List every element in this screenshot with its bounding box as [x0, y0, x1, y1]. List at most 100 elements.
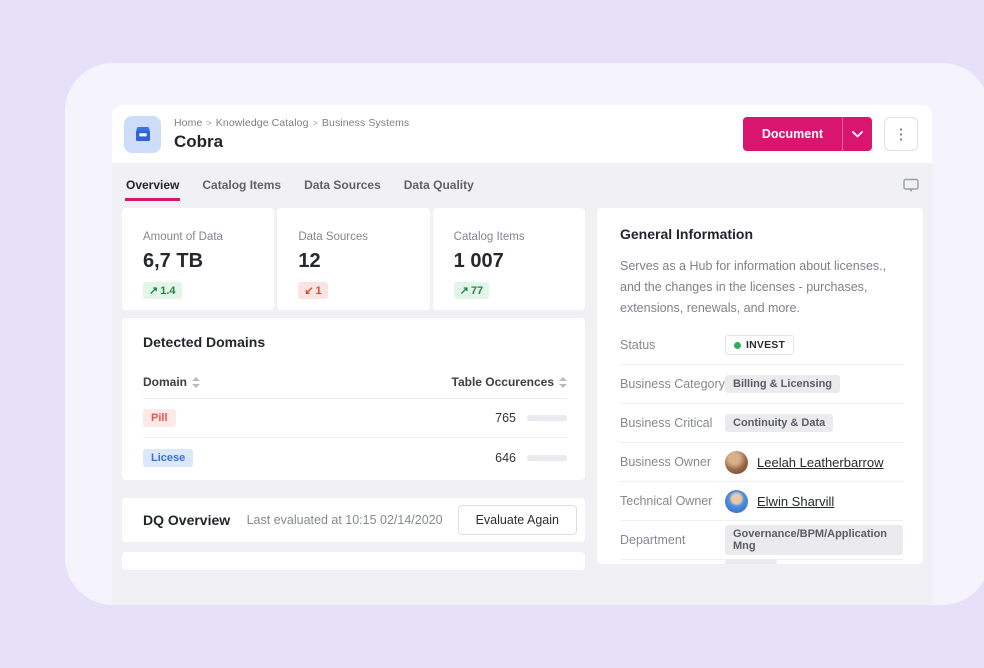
- kebab-menu-button[interactable]: ⋮: [884, 117, 918, 151]
- tab-bar: Overview Catalog Items Data Sources Data…: [112, 163, 932, 208]
- technical-owner-link[interactable]: Elwin Sharvill: [757, 493, 835, 509]
- general-information-panel: General Information Serves as a Hub for …: [597, 208, 923, 564]
- tab-overview[interactable]: Overview: [125, 170, 181, 201]
- info-label: Business Category: [620, 377, 725, 391]
- breadcrumb-business-systems[interactable]: Business Systems: [321, 116, 410, 129]
- department-badge: Governance/BPM/Application Mng: [725, 525, 903, 555]
- stat-label: Amount of Data: [143, 231, 223, 243]
- tab-data-sources[interactable]: Data Sources: [304, 178, 381, 192]
- stat-card-amount-of-data: Amount of Data 6,7 TB ↗ 1.4: [122, 208, 275, 310]
- info-label: Technical Owner: [620, 494, 713, 508]
- stat-card-data-sources: Data Sources 12 ↙ 1: [277, 208, 430, 310]
- trend-badge: ↙ 1: [298, 282, 328, 299]
- info-label: Business Critical: [620, 416, 713, 430]
- stat-card-catalog-items: Catalog Items 1 007 ↗ 77: [432, 208, 585, 310]
- column-header-domain[interactable]: Domain: [143, 375, 201, 389]
- breadcrumb-knowledge-catalog[interactable]: Knowledge Catalog: [215, 116, 309, 129]
- info-row-business-critical: Business Critical Continuity & Data: [620, 404, 903, 443]
- dq-overview-title: DQ Overview: [143, 512, 231, 528]
- info-label: Status: [620, 338, 656, 352]
- occurrence-cell: 765: [490, 411, 567, 425]
- table-row: Licese 646: [143, 438, 567, 477]
- business-critical-badge: Continuity & Data: [725, 414, 834, 432]
- tab-catalog-items[interactable]: Catalog Items: [202, 178, 282, 192]
- trend-up-icon: ↗: [459, 285, 469, 297]
- kebab-menu-icon: ⋮: [893, 125, 909, 143]
- app-container: Home > Knowledge Catalog > Business Systems …: [65, 63, 984, 605]
- sort-icon: [559, 376, 567, 388]
- info-row-department: Department Governance/BPM/Application Mn…: [620, 521, 903, 560]
- document-button[interactable]: Document: [742, 117, 842, 151]
- stat-cards-row: Amount of Data 6,7 TB ↗ 1.4 Data Sources …: [122, 208, 585, 310]
- info-row-business-owner: Business Owner Leelah Leatherbarrow: [620, 443, 903, 482]
- clipped-card: [122, 552, 585, 570]
- trend-badge: ↗ 1.4: [143, 282, 182, 299]
- header-actions: Document ⋮: [742, 117, 918, 151]
- domains-table-header: Domain Table Occurences: [143, 375, 567, 399]
- trend-down-icon: ↙: [304, 285, 314, 297]
- occurrence-bar: [527, 454, 567, 461]
- status-dot-icon: [734, 341, 741, 349]
- breadcrumb-separator: >: [312, 117, 318, 128]
- info-row-status: Status INVEST: [620, 326, 903, 365]
- header: Home > Knowledge Catalog > Business Systems …: [112, 105, 932, 163]
- occurrence-bar: [527, 415, 567, 421]
- chevron-down-icon: [852, 130, 863, 138]
- occurrence-cell: 646: [490, 451, 567, 465]
- breadcrumb: Home > Knowledge Catalog > Business Systems: [174, 117, 409, 129]
- left-column: Amount of Data 6,7 TB ↗ 1.4 Data Sources …: [122, 208, 585, 570]
- dq-overview-card: DQ Overview Last evaluated at 10:15 02/1…: [122, 498, 585, 542]
- trend-up-icon: ↗: [149, 285, 159, 297]
- column-label: Table Occurences: [451, 375, 555, 389]
- breadcrumb-separator: >: [206, 117, 212, 128]
- document-dropdown-button[interactable]: [842, 117, 872, 151]
- owner-cell: Leelah Leatherbarrow: [725, 450, 884, 474]
- stat-value: 12: [298, 250, 321, 272]
- info-row-technical-owner: Technical Owner Elwin Sharvill: [620, 482, 903, 521]
- occurrence-value: 765: [495, 411, 516, 425]
- business-system-icon: [124, 115, 161, 153]
- occurrence-value: 646: [495, 450, 516, 465]
- stat-label: Data Sources: [298, 231, 369, 243]
- description-text: Serves as a Hub for information about li…: [620, 259, 887, 315]
- business-category-badge: Billing & Licensing: [725, 375, 841, 393]
- info-label: Department: [620, 533, 686, 547]
- last-evaluated-text: Last evaluated at 10:15 02/14/2020: [246, 513, 443, 527]
- sort-icon: [192, 376, 201, 388]
- page-title: Cobra: [174, 131, 224, 151]
- info-rows: Status INVEST Business Category Billing …: [620, 326, 903, 564]
- general-information-title: General Information: [620, 226, 754, 242]
- evaluate-again-button[interactable]: Evaluate Again: [457, 505, 577, 535]
- header-text: Home > Knowledge Catalog > Business Systems …: [174, 117, 409, 152]
- breadcrumb-home[interactable]: Home: [174, 116, 203, 129]
- status-value: INVEST: [746, 339, 786, 351]
- document-split-button: Document: [742, 117, 872, 151]
- table-row: Pill 765: [143, 399, 567, 438]
- stat-value: 6,7 TB: [143, 250, 204, 272]
- status-badge: INVEST: [725, 335, 795, 355]
- trend-value: 77: [470, 284, 484, 297]
- column-label: Domain: [143, 375, 188, 389]
- owner-cell: Elwin Sharvill: [725, 489, 835, 513]
- clipped-info-row: [620, 559, 903, 564]
- clipped-badge: [725, 559, 777, 564]
- content-area: Amount of Data 6,7 TB ↗ 1.4 Data Sources …: [122, 208, 923, 605]
- trend-value: 1.4: [160, 284, 176, 297]
- avatar: [725, 450, 748, 474]
- trend-badge: ↗ 77: [453, 282, 490, 299]
- app-window: Home > Knowledge Catalog > Business Systems …: [112, 105, 932, 605]
- column-header-table-occurences[interactable]: Table Occurences: [451, 375, 567, 389]
- domain-badge[interactable]: Pill: [143, 409, 176, 427]
- domain-badge[interactable]: Licese: [143, 448, 194, 467]
- tab-data-quality[interactable]: Data Quality: [403, 178, 474, 192]
- info-label: Business Owner: [620, 455, 712, 469]
- comment-bubble-icon[interactable]: [903, 178, 919, 193]
- stat-label: Catalog Items: [453, 231, 525, 243]
- stat-value: 1 007: [453, 250, 504, 272]
- detected-domains-title: Detected Domains: [143, 334, 266, 350]
- detected-domains-card: Detected Domains Domain Table Occurences…: [122, 318, 585, 480]
- business-owner-link[interactable]: Leelah Leatherbarrow: [757, 454, 884, 470]
- info-row-business-category: Business Category Billing & Licensing: [620, 365, 903, 404]
- avatar: [725, 489, 748, 513]
- trend-value: 1: [315, 284, 322, 297]
